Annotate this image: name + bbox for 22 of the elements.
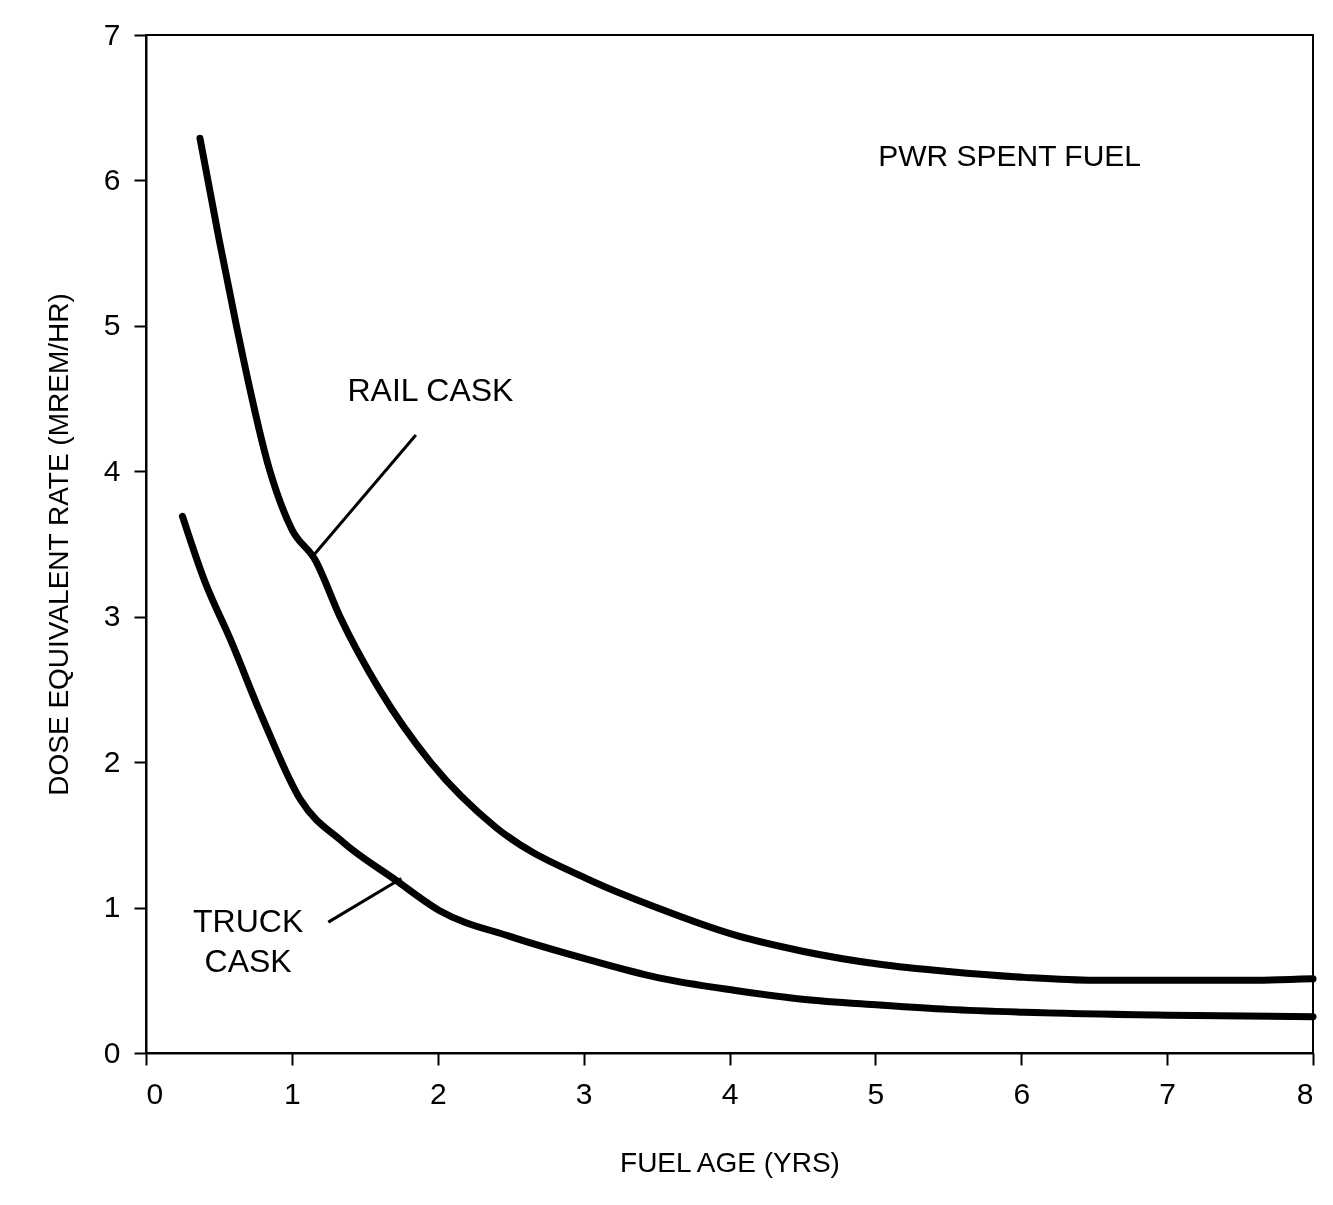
y-tick-label: 5	[103, 308, 121, 342]
x-tick-label: 6	[1013, 1076, 1031, 1110]
x-tick-label: 7	[1159, 1076, 1176, 1110]
annotation: PWR SPENT FUEL	[878, 139, 1141, 173]
x-axis-title: FUEL AGE (YRS)	[620, 1146, 840, 1178]
y-tick-label: 4	[103, 453, 121, 487]
x-tick-label: 2	[429, 1076, 447, 1110]
annotation: RAIL CASK	[347, 372, 514, 409]
x-tick-label: 5	[867, 1076, 885, 1110]
x-tick-label: 4	[721, 1076, 739, 1110]
y-tick-label: 1	[103, 890, 121, 924]
y-tick-label: 2	[103, 744, 121, 778]
x-tick-label: 8	[1296, 1076, 1314, 1110]
y-tick-label: 3	[103, 599, 121, 633]
y-tick-label: 0	[103, 1035, 121, 1069]
x-tick-label: 1	[284, 1076, 301, 1110]
annotation: TRUCK CASK	[193, 903, 304, 980]
x-tick-label: 0	[146, 1076, 164, 1110]
y-axis-title: DOSE EQUIVALENT RATE (MREM/HR)	[42, 293, 74, 796]
y-tick-label: 6	[103, 162, 121, 196]
y-tick-label: 7	[103, 17, 121, 51]
x-tick-label: 3	[575, 1076, 593, 1110]
